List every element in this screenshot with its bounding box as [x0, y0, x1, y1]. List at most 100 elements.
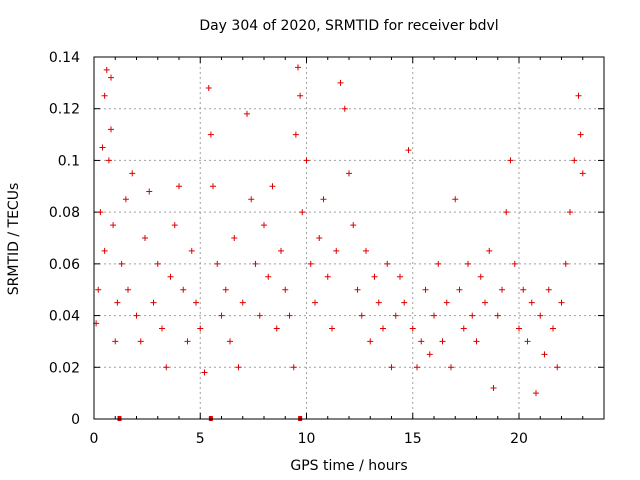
data-point: [227, 338, 233, 345]
x-axis-title: GPS time / hours: [290, 458, 407, 474]
data-point: [105, 157, 112, 164]
data-point: [207, 131, 214, 138]
x-tick-label: 15: [404, 431, 422, 447]
data-point: [176, 183, 182, 190]
data-point: [346, 170, 352, 177]
data-point: [337, 79, 344, 86]
data-point: [210, 183, 216, 190]
chart-title: Day 304 of 2020, SRMTID for receiver bdv…: [199, 18, 498, 34]
data-point: [290, 364, 297, 371]
data-point: [154, 260, 161, 267]
data-point: [473, 338, 480, 345]
data-point: [324, 273, 331, 280]
data-point: [184, 338, 191, 345]
data-point: [537, 312, 544, 319]
x-axis-ticks: 0 5 10 15 20: [90, 57, 584, 447]
data-point: [171, 222, 178, 229]
data-point: [95, 286, 102, 293]
data-point: [248, 196, 255, 203]
data-point: [278, 247, 284, 254]
data-point: [103, 66, 110, 73]
x-tick-label: 0: [90, 431, 99, 447]
data-point: [554, 364, 561, 371]
data-point: [490, 384, 497, 391]
data-point: [520, 286, 527, 293]
y-tick-label: 0.14: [49, 50, 80, 66]
data-point: [456, 286, 463, 293]
data-point: [397, 273, 403, 280]
data-point: [150, 299, 157, 306]
data-point: [163, 364, 170, 371]
data-point: [545, 286, 552, 293]
data-point: [503, 209, 510, 216]
data-point: [299, 209, 306, 216]
data-point: [341, 105, 348, 112]
data-point: [133, 312, 140, 319]
data-point: [371, 273, 378, 280]
data-point: [108, 74, 114, 81]
data-point: [197, 325, 204, 332]
data-point: [114, 299, 121, 306]
data-point: [269, 183, 276, 190]
data-point: [375, 299, 382, 306]
data-point: [239, 299, 246, 306]
data-point: [159, 325, 165, 332]
data-point: [494, 312, 501, 319]
data-point: [499, 286, 505, 293]
data-point: [562, 260, 569, 267]
data-point: [571, 157, 578, 164]
data-point: [482, 299, 488, 306]
grid-lines: [94, 57, 604, 419]
data-point: [486, 247, 493, 254]
data-point: [142, 235, 148, 241]
y-tick-label: 0.06: [49, 257, 80, 273]
data-point: [218, 312, 225, 319]
data-point: [307, 260, 314, 267]
data-point: [528, 299, 535, 306]
data-point: [188, 247, 195, 254]
data-point: [469, 312, 476, 319]
data-point: [577, 131, 584, 138]
data-point: [297, 92, 304, 99]
data-point: [516, 325, 522, 332]
data-point: [533, 390, 539, 397]
data-points: [93, 64, 586, 397]
data-point: [193, 299, 199, 306]
y-tick-label: 0.12: [49, 102, 80, 118]
data-point: [201, 369, 208, 376]
x-tick-label: 10: [298, 431, 316, 447]
data-point: [384, 260, 391, 267]
data-point: [265, 273, 272, 280]
data-point: [558, 299, 565, 306]
data-point: [401, 299, 408, 306]
data-point: [329, 325, 335, 332]
data-point: [354, 286, 361, 293]
data-point: [358, 312, 365, 319]
data-point: [511, 260, 518, 267]
data-point: [244, 110, 250, 117]
data-point: [579, 170, 586, 177]
data-point: [180, 286, 187, 293]
data-point: [409, 325, 416, 332]
data-point: [129, 170, 136, 177]
data-point: [292, 131, 299, 138]
plot-frame: [93, 56, 605, 420]
y-tick-label: 0.04: [49, 309, 80, 325]
data-point: [282, 286, 289, 293]
data-point: [99, 144, 106, 151]
data-point: [167, 273, 174, 280]
data-point: [422, 286, 429, 293]
data-point: [388, 364, 395, 371]
data-point: [460, 325, 467, 332]
data-point: [575, 92, 582, 99]
y-tick-label: 0: [71, 412, 80, 428]
data-point: [125, 286, 131, 293]
data-point: [286, 312, 293, 319]
data-point: [256, 312, 263, 319]
data-point: [97, 209, 104, 216]
data-point: [448, 364, 454, 371]
data-point: [137, 338, 144, 345]
data-point: [414, 364, 420, 371]
data-point: [550, 325, 556, 332]
data-point: [108, 126, 114, 133]
